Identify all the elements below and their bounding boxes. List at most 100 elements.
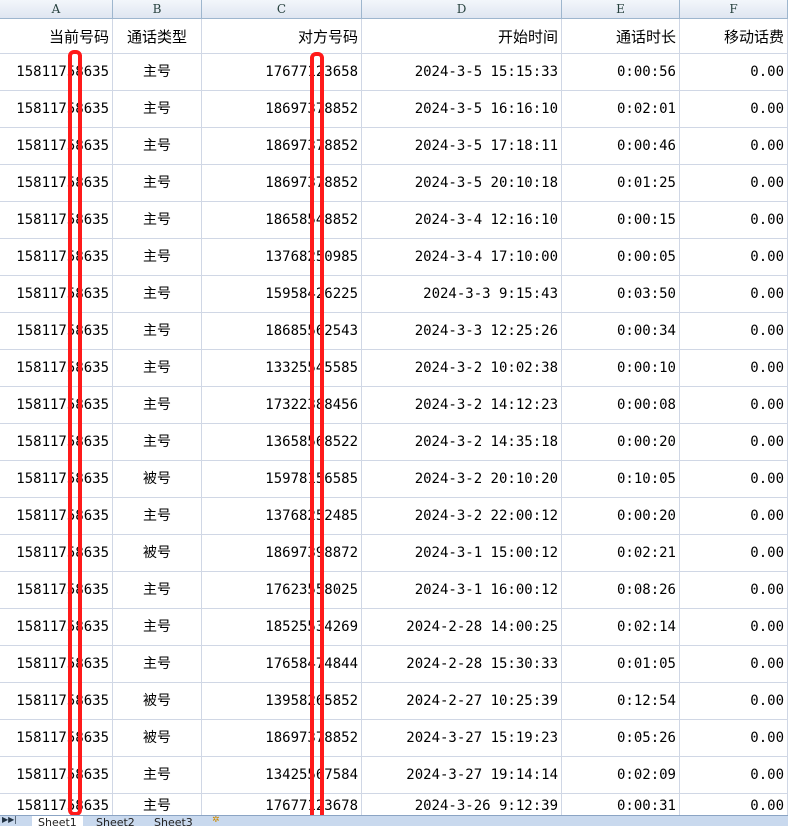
cell-duration[interactable]: 通话时长	[562, 19, 680, 55]
cell-other-number[interactable]: 18697378852	[202, 165, 362, 201]
cell-start-time[interactable]: 2024-3-27 19:14:14	[362, 757, 562, 793]
cell-current-number[interactable]: 15811758635	[0, 202, 113, 238]
cell-start-time[interactable]: 2024-3-5 16:16:10	[362, 91, 562, 127]
cell-other-number[interactable]: 15978156585	[202, 461, 362, 497]
cell-fee[interactable]: 0.00	[680, 646, 788, 682]
cell-call-type[interactable]: 主号	[113, 498, 202, 534]
cell-call-type[interactable]: 被号	[113, 461, 202, 497]
cell-other-number[interactable]: 13768250985	[202, 239, 362, 275]
cell-duration[interactable]: 0:00:46	[562, 128, 680, 164]
cell-current-number[interactable]: 15811758635	[0, 276, 113, 312]
cell-duration[interactable]: 0:02:14	[562, 609, 680, 645]
cell-start-time[interactable]: 2024-3-5 20:10:18	[362, 165, 562, 201]
tab-sheet1[interactable]: Sheet1	[32, 816, 83, 826]
cell-fee[interactable]: 0.00	[680, 535, 788, 571]
cell-duration[interactable]: 0:00:10	[562, 350, 680, 386]
cell-duration[interactable]: 0:00:34	[562, 313, 680, 349]
cell-fee[interactable]: 0.00	[680, 313, 788, 349]
cell-call-type[interactable]: 主号	[113, 91, 202, 127]
cell-fee[interactable]: 0.00	[680, 202, 788, 238]
cell-duration[interactable]: 0:00:08	[562, 387, 680, 423]
cell-current-number[interactable]: 15811758635	[0, 350, 113, 386]
cell-start-time[interactable]: 开始时间	[362, 19, 562, 55]
cell-current-number[interactable]: 15811758635	[0, 498, 113, 534]
cell-fee[interactable]: 0.00	[680, 276, 788, 312]
cell-call-type[interactable]: 主号	[113, 350, 202, 386]
cell-current-number[interactable]: 15811758635	[0, 165, 113, 201]
column-header-F[interactable]: F	[680, 0, 788, 18]
cell-call-type[interactable]: 被号	[113, 683, 202, 719]
cell-start-time[interactable]: 2024-3-4 17:10:00	[362, 239, 562, 275]
cell-start-time[interactable]: 2024-3-2 10:02:38	[362, 350, 562, 386]
cell-other-number[interactable]: 13958265852	[202, 683, 362, 719]
cell-start-time[interactable]: 2024-2-27 10:25:39	[362, 683, 562, 719]
cell-call-type[interactable]: 主号	[113, 128, 202, 164]
cell-current-number[interactable]: 15811758635	[0, 572, 113, 608]
cell-fee[interactable]: 0.00	[680, 424, 788, 460]
cell-fee[interactable]: 0.00	[680, 794, 788, 815]
cell-fee[interactable]: 0.00	[680, 572, 788, 608]
cell-duration[interactable]: 0:05:26	[562, 720, 680, 756]
cell-other-number[interactable]: 17677123658	[202, 54, 362, 90]
cell-start-time[interactable]: 2024-3-2 14:12:23	[362, 387, 562, 423]
cell-start-time[interactable]: 2024-3-27 15:19:23	[362, 720, 562, 756]
cell-duration[interactable]: 0:10:05	[562, 461, 680, 497]
cell-current-number[interactable]: 15811758635	[0, 720, 113, 756]
cell-call-type[interactable]: 主号	[113, 165, 202, 201]
cell-current-number[interactable]: 15811758635	[0, 609, 113, 645]
cell-fee[interactable]: 0.00	[680, 461, 788, 497]
cell-fee[interactable]: 移动话费	[680, 19, 788, 55]
cell-call-type[interactable]: 主号	[113, 276, 202, 312]
cell-call-type[interactable]: 主号	[113, 239, 202, 275]
cell-start-time[interactable]: 2024-3-26 9:12:39	[362, 794, 562, 815]
cell-duration[interactable]: 0:00:05	[562, 239, 680, 275]
cell-fee[interactable]: 0.00	[680, 683, 788, 719]
cell-duration[interactable]: 0:02:01	[562, 91, 680, 127]
cell-fee[interactable]: 0.00	[680, 387, 788, 423]
cell-fee[interactable]: 0.00	[680, 720, 788, 756]
cell-call-type[interactable]: 主号	[113, 609, 202, 645]
cell-other-number[interactable]: 18658548852	[202, 202, 362, 238]
cell-duration[interactable]: 0:02:21	[562, 535, 680, 571]
cell-fee[interactable]: 0.00	[680, 91, 788, 127]
cell-call-type[interactable]: 主号	[113, 202, 202, 238]
cell-start-time[interactable]: 2024-3-3 12:25:26	[362, 313, 562, 349]
column-header-C[interactable]: C	[202, 0, 362, 18]
cell-current-number[interactable]: 15811758635	[0, 128, 113, 164]
cell-duration[interactable]: 0:03:50	[562, 276, 680, 312]
cell-call-type[interactable]: 通话类型	[113, 19, 202, 55]
cell-other-number[interactable]: 13425567584	[202, 757, 362, 793]
cell-current-number[interactable]: 15811758635	[0, 54, 113, 90]
cell-call-type[interactable]: 主号	[113, 424, 202, 460]
cell-fee[interactable]: 0.00	[680, 609, 788, 645]
tab-sheet3[interactable]: Sheet3	[154, 816, 193, 826]
cell-call-type[interactable]: 主号	[113, 757, 202, 793]
cell-other-number[interactable]: 18685562543	[202, 313, 362, 349]
cell-call-type[interactable]: 被号	[113, 535, 202, 571]
cell-call-type[interactable]: 主号	[113, 794, 202, 815]
cell-other-number[interactable]: 13325545585	[202, 350, 362, 386]
tab-scroll-arrows-icon[interactable]: ▶▶|	[2, 815, 17, 824]
cell-current-number[interactable]: 15811758635	[0, 535, 113, 571]
cell-duration[interactable]: 0:12:54	[562, 683, 680, 719]
cell-current-number[interactable]: 15811758635	[0, 239, 113, 275]
column-header-B[interactable]: B	[113, 0, 202, 18]
cell-fee[interactable]: 0.00	[680, 350, 788, 386]
cell-start-time[interactable]: 2024-3-5 17:18:11	[362, 128, 562, 164]
cell-start-time[interactable]: 2024-3-2 22:00:12	[362, 498, 562, 534]
cell-fee[interactable]: 0.00	[680, 239, 788, 275]
cell-start-time[interactable]: 2024-3-1 15:00:12	[362, 535, 562, 571]
cell-fee[interactable]: 0.00	[680, 165, 788, 201]
cell-other-number[interactable]: 18525534269	[202, 609, 362, 645]
cell-other-number[interactable]: 对方号码	[202, 19, 362, 55]
cell-duration[interactable]: 0:02:09	[562, 757, 680, 793]
cell-start-time[interactable]: 2024-2-28 14:00:25	[362, 609, 562, 645]
column-header-A[interactable]: A	[0, 0, 113, 18]
cell-other-number[interactable]: 17322388456	[202, 387, 362, 423]
cell-fee[interactable]: 0.00	[680, 498, 788, 534]
cell-current-number[interactable]: 15811758635	[0, 646, 113, 682]
cell-start-time[interactable]: 2024-3-4 12:16:10	[362, 202, 562, 238]
cell-duration[interactable]: 0:08:26	[562, 572, 680, 608]
cell-current-number[interactable]: 15811758635	[0, 683, 113, 719]
cell-start-time[interactable]: 2024-3-1 16:00:12	[362, 572, 562, 608]
